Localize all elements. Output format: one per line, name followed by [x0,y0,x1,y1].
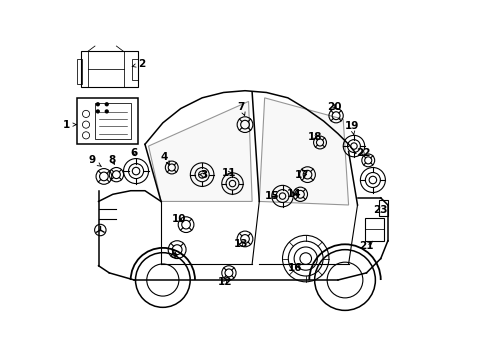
Bar [81,51,138,87]
Text: 11: 11 [221,168,236,178]
Circle shape [104,102,109,107]
Bar [132,59,138,80]
Text: 5: 5 [170,250,177,260]
Text: 21: 21 [359,241,374,251]
Circle shape [96,102,100,107]
Text: 22: 22 [356,148,370,158]
Text: 3: 3 [199,170,208,180]
Circle shape [104,109,109,113]
Bar [379,200,388,216]
Text: 18: 18 [307,132,322,142]
Text: 7: 7 [238,102,245,116]
Text: 9: 9 [89,156,101,166]
Text: 12: 12 [218,277,233,287]
Text: 23: 23 [373,205,387,215]
Polygon shape [259,98,348,205]
Text: 15: 15 [265,191,279,201]
Text: 10: 10 [172,214,186,224]
Text: 8: 8 [108,156,116,165]
Bar [365,217,384,241]
Text: 19: 19 [345,121,359,135]
Text: 20: 20 [327,102,342,112]
Bar [77,59,82,84]
Circle shape [96,109,100,113]
Bar [77,98,138,144]
Text: 2: 2 [132,59,145,69]
Text: 6: 6 [131,148,138,158]
Bar [95,103,131,139]
Text: 17: 17 [295,170,310,180]
Text: 4: 4 [161,152,170,165]
Text: 16: 16 [288,262,302,273]
Text: 13: 13 [234,239,249,249]
Polygon shape [148,102,252,202]
Text: 14: 14 [287,189,302,199]
Text: 1: 1 [63,120,76,130]
